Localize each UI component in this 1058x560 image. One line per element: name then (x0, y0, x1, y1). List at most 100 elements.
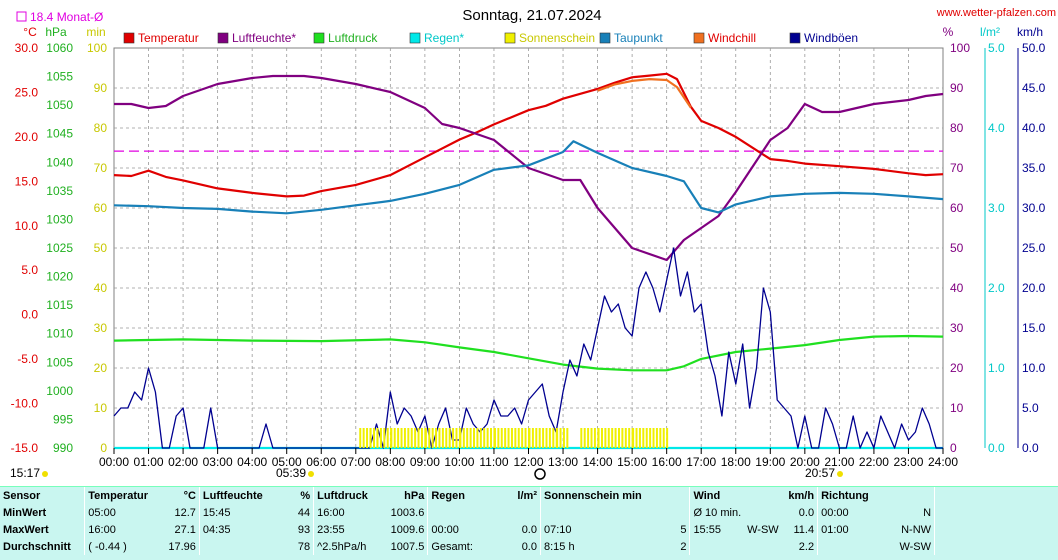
sunshine-bar (600, 428, 603, 448)
sunshine-bar (469, 428, 472, 448)
y-tick-pressure: 1055 (46, 70, 73, 84)
stat-s-time (539, 504, 645, 521)
stat-p-time: 23:55 (313, 521, 381, 538)
hdr-wind-unit: km/h (788, 489, 815, 502)
sunshine-bar (397, 428, 400, 448)
stats-row: MaxWert 16:00 27.1 04:35 93 23:55 1009.6 00:00 0… (0, 521, 1058, 538)
sunshine-bar (611, 428, 614, 448)
stat-w-dir (744, 538, 782, 555)
legend-label: Regen* (424, 31, 464, 45)
sunrise-icon (308, 471, 314, 477)
sunshine-bar (400, 428, 403, 448)
hdr-dir: Richtung (817, 487, 885, 504)
sunshine-bar (431, 428, 434, 448)
sunshine-bar (642, 428, 645, 448)
sunshine-bar (593, 428, 596, 448)
rain-unit: l/m² (980, 25, 1000, 39)
sunshine-bar (542, 428, 545, 448)
sunshine-bar (649, 428, 652, 448)
stat-d-time: 00:00 (817, 504, 885, 521)
y-tick-temp: -5.0 (17, 352, 38, 366)
y-tick-pressure: 1000 (46, 384, 73, 398)
sunset-icon (837, 471, 843, 477)
y-tick-rain: 0.0 (988, 441, 1005, 455)
stat-w-dir (744, 504, 782, 521)
stat-d-time: 01:00 (817, 521, 885, 538)
sunshine-bar (362, 428, 365, 448)
sunshine-bar (476, 428, 479, 448)
sunshine-bar (359, 428, 362, 448)
legend-swatch (123, 32, 135, 44)
sunshine-bar (500, 428, 503, 448)
sunshine-bar (552, 428, 555, 448)
legend-swatch (599, 32, 611, 44)
sunshine-bar (662, 428, 665, 448)
sunshine-bar (517, 428, 520, 448)
sunshine-bar (535, 428, 538, 448)
hdr-rain-unit: l/m² (517, 489, 537, 502)
stats-row: MinWert 05:00 12.7 15:45 44 16:00 1003.6 Ø 10 m… (0, 504, 1058, 521)
temp-unit: °C (23, 25, 37, 39)
x-tick-label: 20:00 (790, 455, 820, 469)
y-tick-minutes: 50 (94, 241, 108, 255)
stat-h-time: 04:35 (198, 521, 275, 538)
month-avg-icon (16, 11, 27, 22)
y-tick-wind: 50.0 (1022, 41, 1046, 55)
sunshine-bar (473, 428, 476, 448)
sunshine-bar (403, 428, 406, 448)
legend-swatch (504, 32, 516, 44)
sunshine-bar (493, 428, 496, 448)
sunrise-time: 05:39 (276, 466, 306, 480)
stat-w-time: Ø 10 min. (689, 504, 745, 521)
stat-d-val: N-NW (901, 523, 932, 536)
sunshine-bar (521, 428, 524, 448)
y-tick-temp: 20.0 (15, 130, 39, 144)
stats-header-row: Sensor Temperatur °C Luftfeuchte % Luftd… (0, 487, 1058, 504)
legend: Temperatur Luftfeuchte* Luftdruck Regen* Son… (123, 31, 858, 45)
series-line-taupunkt (113, 140, 944, 215)
y-tick-pressure: 1035 (46, 184, 73, 198)
sunshine-bar (635, 428, 638, 448)
sunshine-bar (376, 428, 379, 448)
hdr-temp-unit: °C (183, 489, 196, 502)
sunshine-bar (390, 428, 393, 448)
sunshine-bar (548, 428, 551, 448)
stat-p-val: 1003.6 (390, 506, 425, 519)
y-tick-wind: 30.0 (1022, 201, 1046, 215)
y-tick-pressure: 990 (53, 441, 73, 455)
series-line-luftdruck (113, 334, 944, 372)
sunset-time: 20:57 (805, 466, 835, 480)
sunshine-bar (438, 428, 441, 448)
site-url[interactable]: www.wetter-pfalzen.com (936, 7, 1056, 19)
x-tick-label: 18:00 (721, 455, 751, 469)
y-tick-percent: 30 (950, 321, 964, 335)
stat-t-val: 17.96 (168, 540, 196, 553)
y-tick-percent: 0 (950, 441, 957, 455)
sunshine-bar (524, 428, 527, 448)
sunshine-bar (428, 428, 431, 448)
y-tick-temp: 25.0 (15, 85, 39, 99)
sunshine-bar (483, 428, 486, 448)
hdr-hum: Luftfeuchte (198, 487, 275, 504)
legend-label: Temperatur (138, 31, 199, 45)
x-tick-label: 17:00 (686, 455, 716, 469)
y-tick-wind: 15.0 (1022, 321, 1046, 335)
x-tick-label: 24:00 (928, 455, 958, 469)
x-tick-label: 06:00 (306, 455, 336, 469)
y-tick-minutes: 0 (100, 441, 107, 455)
y-tick-wind: 20.0 (1022, 281, 1046, 295)
y-tick-pressure: 1045 (46, 127, 73, 141)
sunshine-bar (448, 428, 451, 448)
y-tick-rain: 5.0 (988, 41, 1005, 55)
sunshine-bar (624, 428, 627, 448)
sunshine-bar (638, 428, 641, 448)
y-tick-minutes: 10 (94, 401, 108, 415)
y-tick-wind: 45.0 (1022, 81, 1046, 95)
sunshine-bar (621, 428, 624, 448)
x-tick-label: 11:00 (479, 455, 508, 469)
moon-time: 15:17 (10, 466, 40, 480)
sunshine-bar (556, 428, 559, 448)
x-tick-label: 09:00 (410, 455, 440, 469)
sunshine-bar (462, 428, 465, 448)
stat-d-val: W-SW (899, 540, 932, 553)
